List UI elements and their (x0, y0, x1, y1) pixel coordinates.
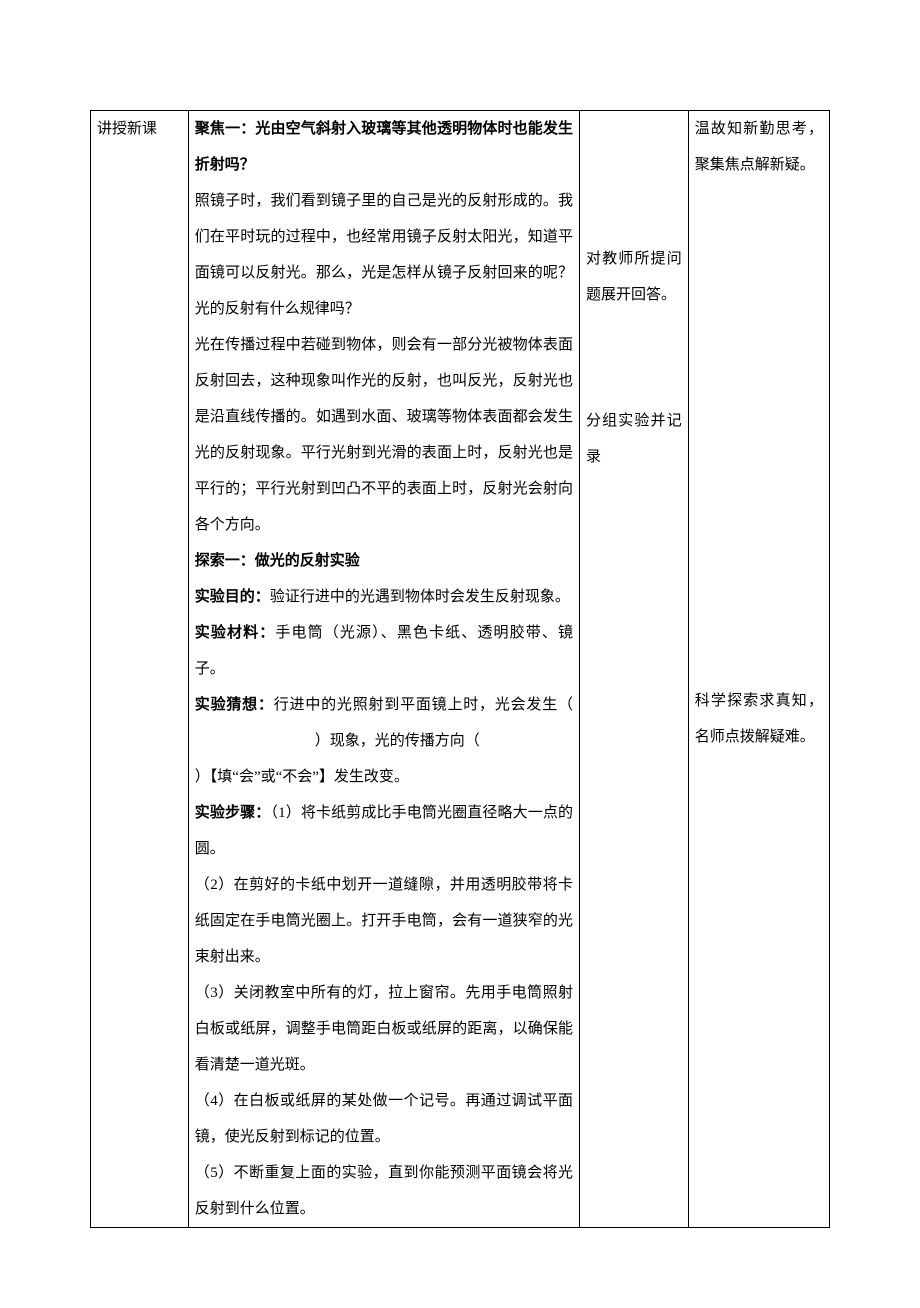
experiment-step-1: 实验步骤：（1）将卡纸剪成比手电筒光圈直径略大一点的圆。 (195, 795, 573, 867)
stage-label: 讲授新课 (97, 111, 182, 147)
guess-text-a: 行进中的光照射到平面镜上时，光会发生（ (274, 697, 573, 713)
cell-stage: 讲授新课 (91, 111, 189, 1228)
cell-design-intent: 温故知新勤思考，聚集焦点解新疑。 科学探索求真知，名师点拨解疑难。 (688, 111, 829, 1228)
experiment-step-5: （5）不断重复上面的实验，直到你能预测平面镜会将光反射到什么位置。 (195, 1155, 573, 1227)
cell-student-activity: 对教师所提问题展开回答。 分组实验并记录 (580, 111, 689, 1228)
experiment-guess: 实验猜想：行进中的光照射到平面镜上时，光会发生（ ）现象，光的传播方向（ ）【填“会… (195, 687, 573, 795)
cell-main-content: 聚焦一：光由空气斜射入玻璃等其他透明物体时也能发生折射吗？ 照镜子时，我们看到镜… (188, 111, 579, 1228)
design-intent-1: 温故知新勤思考，聚集焦点解新疑。 (695, 111, 823, 183)
experiment-step-2: （2）在剪好的卡纸中划开一道缝隙，并用透明胶带将卡纸固定在手电筒光圈上。打开手电… (195, 867, 573, 975)
experiment-aim: 实验目的：验证行进中的光遇到物体时会发生反射现象。 (195, 579, 573, 615)
table-row: 讲授新课 聚焦一：光由空气斜射入玻璃等其他透明物体时也能发生折射吗？ 照镜子时，… (91, 111, 830, 1228)
student-activity-2: 分组实验并记录 (586, 403, 682, 475)
experiment-materials: 实验材料：手电筒（光源）、黑色卡纸、透明胶带、镜子。 (195, 615, 573, 687)
focus-body-2: 光在传播过程中若碰到物体，则会有一部分光被物体表面反射回去，这种现象叫作光的反射… (195, 327, 573, 543)
guess-text-b: ）现象，光的传播方向（ (315, 733, 480, 749)
aim-text: 验证行进中的光遇到物体时会发生反射现象。 (270, 589, 570, 605)
material-label: 实验材料： (195, 625, 276, 641)
guess-text-c: ）【填“会”或“不会”】发生改变。 (195, 769, 409, 785)
guess-label: 实验猜想： (195, 697, 274, 713)
student-activity-1: 对教师所提问题展开回答。 (586, 241, 682, 313)
steps-label: 实验步骤： (195, 805, 271, 821)
aim-label: 实验目的： (195, 589, 270, 605)
focus-title: 聚焦一：光由空气斜射入玻璃等其他透明物体时也能发生折射吗？ (195, 111, 573, 183)
experiment-step-3: （3）关闭教室中所有的灯，拉上窗帘。先用手电筒照射白板或纸屏，调整手电筒距白板或… (195, 975, 573, 1083)
design-intent-2: 科学探索求真知，名师点拨解疑难。 (695, 683, 823, 755)
lesson-table: 讲授新课 聚焦一：光由空气斜射入玻璃等其他透明物体时也能发生折射吗？ 照镜子时，… (90, 110, 830, 1228)
document-page: 讲授新课 聚焦一：光由空气斜射入玻璃等其他透明物体时也能发生折射吗？ 照镜子时，… (0, 0, 920, 1308)
experiment-step-4: （4）在白板或纸屏的某处做一个记号。再通过调试平面镜，使光反射到标记的位置。 (195, 1083, 573, 1155)
focus-body-1: 照镜子时，我们看到镜子里的自己是光的反射形成的。我们在平时玩的过程中，也经常用镜… (195, 183, 573, 327)
explore-title: 探索一：做光的反射实验 (195, 543, 573, 579)
